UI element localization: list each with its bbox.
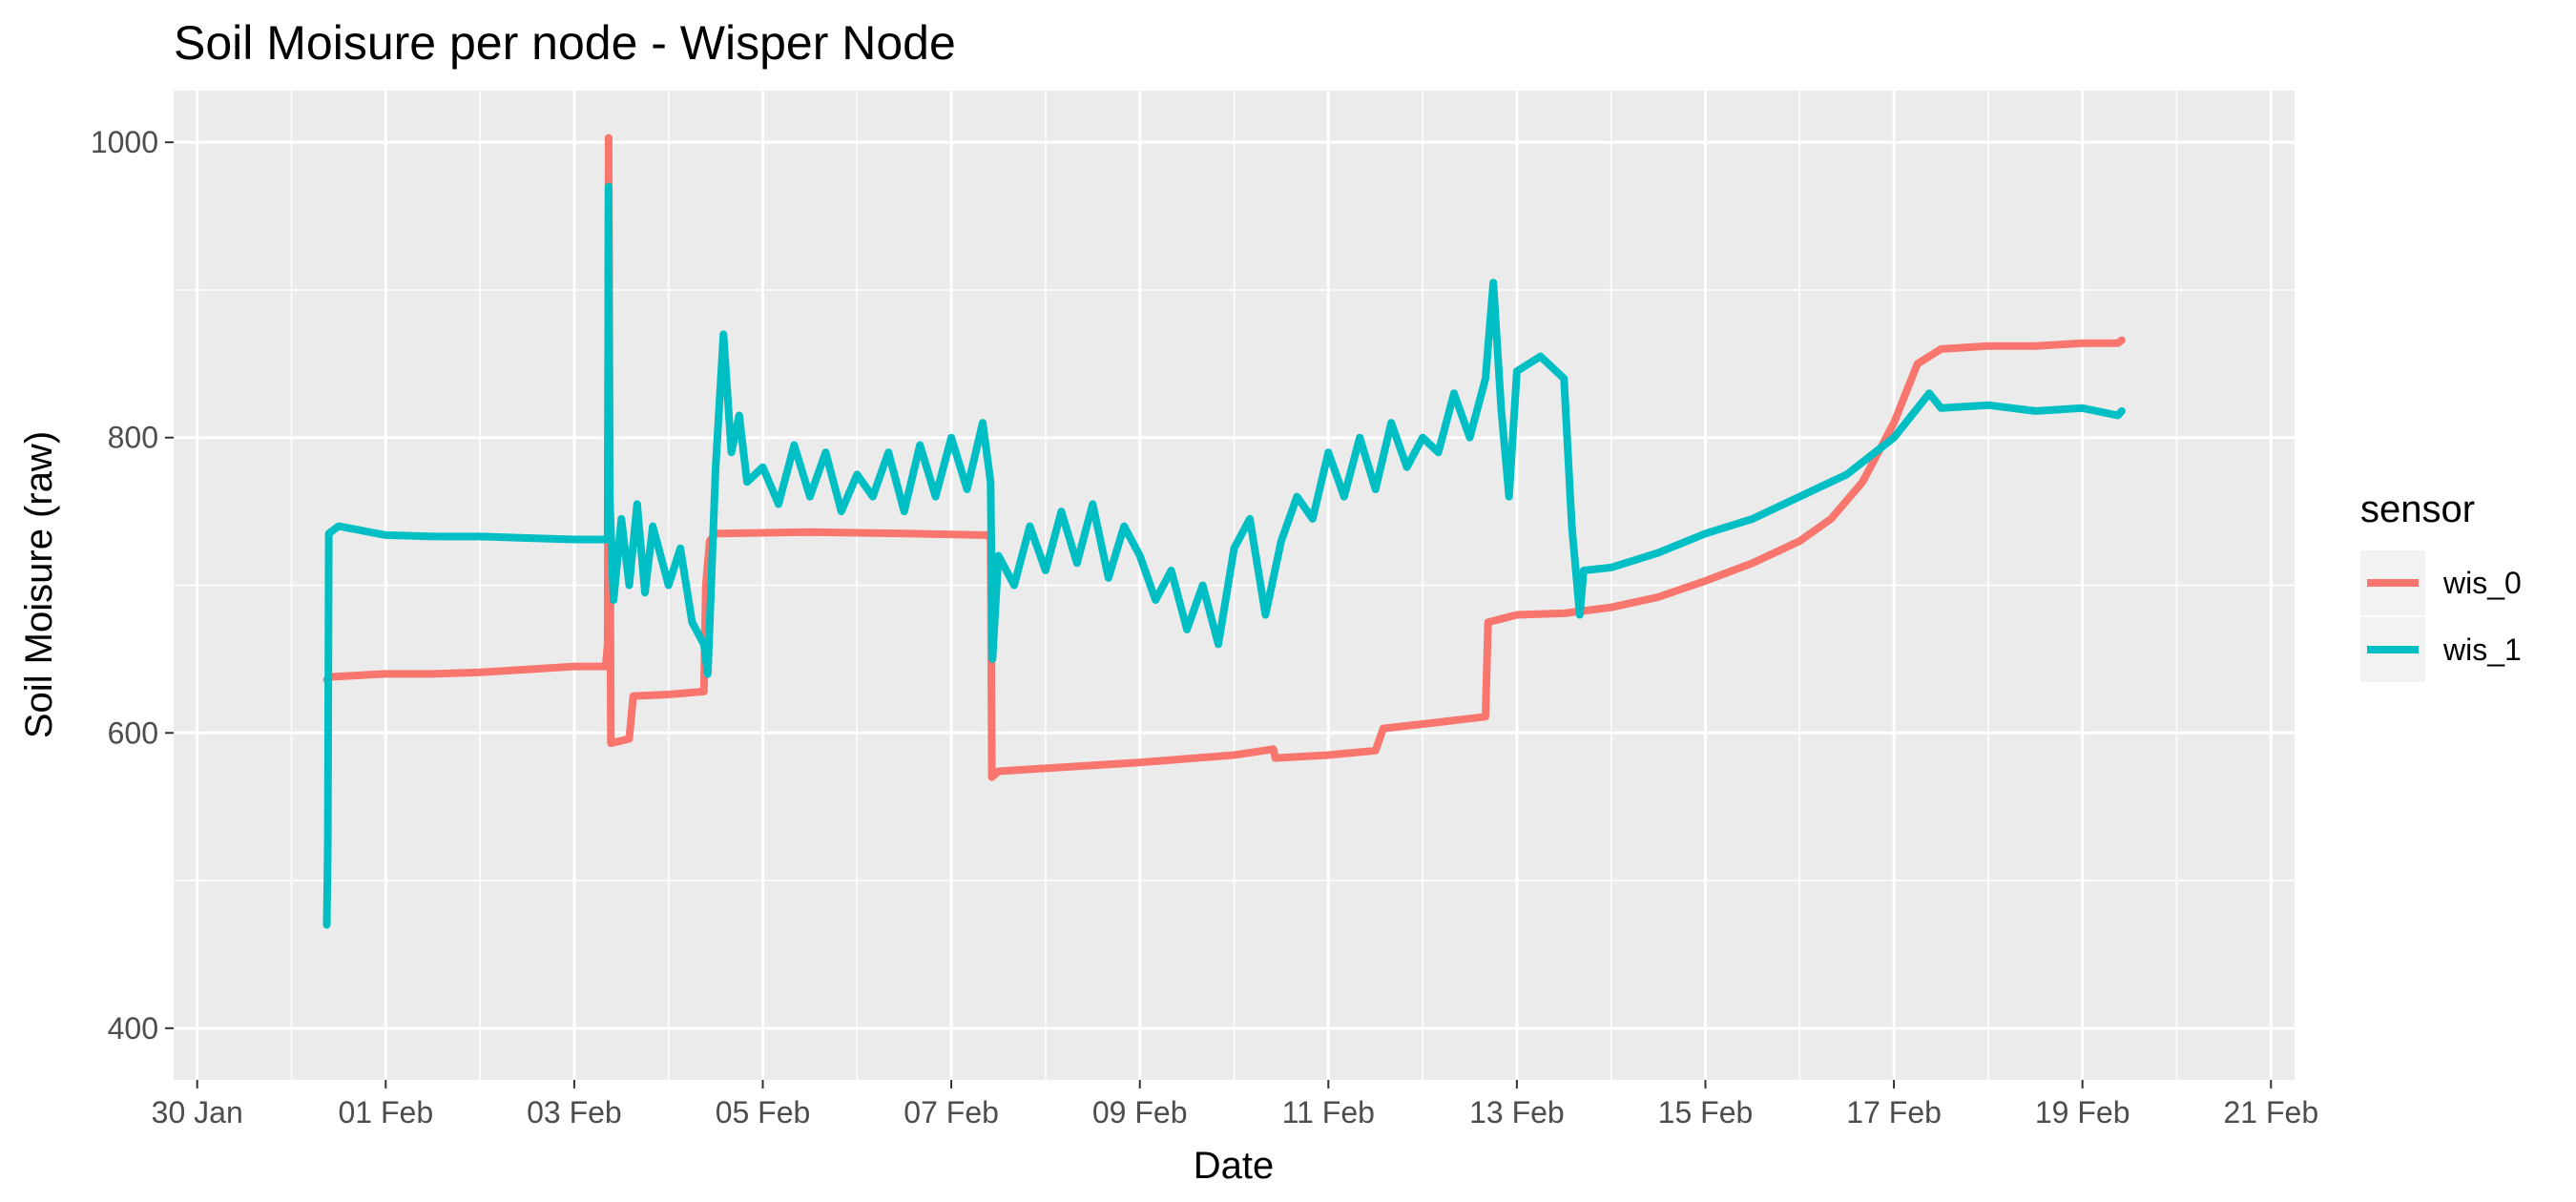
x-tick-label: 13 Feb bbox=[1469, 1095, 1565, 1129]
x-tick-label: 09 Feb bbox=[1092, 1095, 1188, 1129]
legend: sensor wis_0 wis_1 bbox=[2360, 488, 2522, 682]
axis-ticks bbox=[165, 141, 2273, 1088]
x-tick-label: 07 Feb bbox=[904, 1095, 999, 1129]
x-tick-label: 15 Feb bbox=[1658, 1095, 1754, 1129]
legend-label: wis_1 bbox=[2442, 632, 2522, 667]
x-tick-label: 11 Feb bbox=[1282, 1095, 1375, 1129]
y-tick-label: 400 bbox=[108, 1011, 158, 1046]
legend-label: wis_0 bbox=[2442, 566, 2522, 600]
series-line-wis-1 bbox=[322, 182, 2126, 929]
chart-title: Soil Moisure per node - Wisper Node bbox=[174, 16, 956, 70]
x-tick-label: 01 Feb bbox=[338, 1095, 433, 1129]
x-tick-label: 17 Feb bbox=[1846, 1095, 1942, 1129]
x-tick-label: 19 Feb bbox=[2035, 1095, 2130, 1129]
y-tick-label: 1000 bbox=[91, 125, 158, 159]
x-tick-label: 05 Feb bbox=[716, 1095, 811, 1129]
y-axis-title: Soil Moisure (raw) bbox=[18, 431, 60, 738]
x-tick-label: 21 Feb bbox=[2223, 1095, 2318, 1129]
series-layer bbox=[322, 134, 2126, 929]
y-tick-label: 600 bbox=[108, 715, 158, 750]
x-tick-label: 03 Feb bbox=[527, 1095, 622, 1129]
y-tick-label: 800 bbox=[108, 421, 158, 455]
legend-keys: wis_0 wis_1 bbox=[2360, 550, 2522, 682]
grid-major bbox=[174, 91, 2295, 1080]
x-tick-label: 30 Jan bbox=[152, 1095, 243, 1129]
legend-title: sensor bbox=[2360, 488, 2475, 530]
grid-minor bbox=[174, 91, 2295, 1080]
axis-tick-labels: 400 600 800 1000 30 Jan 01 Feb 03 Feb 05 Feb 07 … bbox=[91, 125, 2318, 1129]
x-axis-title: Date bbox=[1194, 1145, 1275, 1187]
